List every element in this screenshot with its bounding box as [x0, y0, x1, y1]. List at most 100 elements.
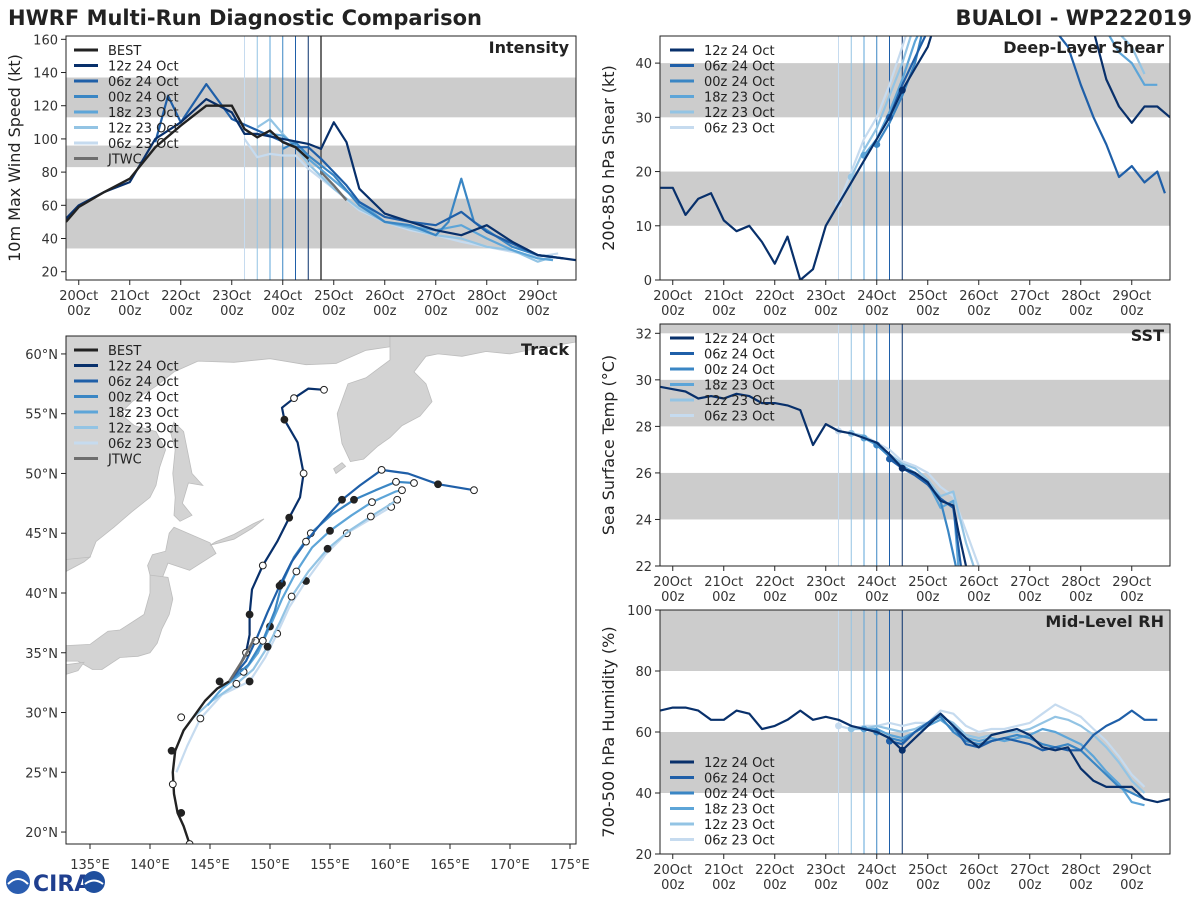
shear-xtick-label: 23Oct — [806, 289, 845, 304]
hokkaido-shape — [147, 526, 217, 580]
intensity-xtick-label: 00z — [118, 304, 142, 319]
sst-xtick-label: 25Oct — [908, 575, 947, 590]
rh-xtick-label: 00z — [661, 878, 685, 893]
track-xtick-label: 150°E — [250, 858, 290, 873]
intensity-ytick-label: 60 — [41, 199, 58, 214]
shear-xtick-label: 00z — [814, 304, 838, 319]
rh-xtick-label: 00z — [1018, 878, 1042, 893]
track-xtick-label: 160°E — [370, 858, 410, 873]
track-position-marker — [326, 526, 334, 535]
track-position-marker — [434, 480, 442, 489]
intensity-xtick-label: 00z — [220, 304, 244, 319]
kuril-islands-shape — [209, 518, 265, 546]
rh-legend-label: 12z 23 Oct — [704, 818, 775, 833]
intensity-plot-area — [66, 36, 576, 280]
intensity-legend-label: 12z 23 Oct — [108, 122, 179, 137]
intensity-xtick-label: 26Oct — [365, 289, 404, 304]
sst-xtick-label: 00z — [865, 590, 889, 605]
intensity-xtick-label: 27Oct — [416, 289, 455, 304]
track-position-marker — [366, 512, 375, 521]
track-xtick-label: 140°E — [130, 858, 170, 873]
sst-xtick-label: 00z — [814, 590, 838, 605]
track-best-marker — [177, 809, 186, 817]
track-series-line — [228, 468, 475, 683]
sst-xtick-label: 23Oct — [806, 575, 845, 590]
rh-plot-area — [660, 610, 1170, 854]
sst-ytick-label: 24 — [635, 513, 652, 528]
sst-series-line — [660, 385, 968, 566]
rh-xtick-label: 24Oct — [857, 863, 896, 878]
rh-legend-label: 12z 24 Oct — [704, 756, 775, 771]
rh-xtick-label: 23Oct — [806, 863, 845, 878]
track-xtick-label: 170°E — [490, 858, 530, 873]
track-position-marker — [377, 465, 386, 474]
track-xtick-label: 155°E — [310, 858, 350, 873]
sst-legend-label: 12z 23 Oct — [704, 394, 775, 409]
sst-xtick-label: 00z — [712, 590, 736, 605]
sst-axes-frame — [659, 323, 1171, 567]
sst-init-marker — [898, 464, 906, 472]
sst-xtick-label: 22Oct — [755, 575, 794, 590]
track-legend-label: 18z 23 Oct — [108, 406, 179, 421]
rh-init-marker — [835, 722, 842, 730]
shikoku-shape — [66, 661, 85, 675]
sst-xtick-label: 29Oct — [1112, 575, 1151, 590]
sst-panel-title: SST — [1131, 326, 1164, 345]
shear-xtick-label: 00z — [763, 304, 787, 319]
cira-logo-text: CIRA — [33, 872, 91, 897]
shear-series-line — [1058, 36, 1166, 194]
shear-xtick-label: 00z — [1018, 304, 1042, 319]
intensity-xtick-label: 28Oct — [467, 289, 506, 304]
shear-xtick-label: 00z — [967, 304, 991, 319]
sst-legend-label: 06z 23 Oct — [704, 410, 775, 425]
track-plot-area — [66, 336, 576, 844]
sst-xtick-label: 28Oct — [1061, 575, 1100, 590]
shear-series-line — [1108, 36, 1158, 86]
track-panel: 135°E 140°E 145°E 150°E 155°E 160°E 165°E 170°E… — [25, 335, 590, 873]
track-position-marker — [323, 544, 332, 553]
sst-xtick-label: 00z — [967, 590, 991, 605]
sst-xtick-label: 21Oct — [704, 575, 743, 590]
rh-panel: 2040608010020Oct00z21Oct00z22Oct00z23Oct… — [599, 604, 1171, 893]
shear-xtick-label: 00z — [1120, 304, 1144, 319]
rh-xtick-label: 29Oct — [1112, 863, 1151, 878]
track-position-marker — [338, 495, 346, 504]
track-end-marker — [410, 479, 418, 487]
sst-ylabel: Sea Surface Temp (°C) — [599, 355, 618, 535]
intensity-xtick-label: 00z — [424, 304, 448, 319]
intensity-axes-frame — [65, 35, 577, 281]
korea-coast-shape — [66, 556, 92, 572]
track-best-marker — [167, 746, 176, 755]
track-position-marker — [245, 610, 254, 619]
shear-xtick-label: 22Oct — [755, 289, 794, 304]
intensity-ylabel: 10m Max Wind Speed (kt) — [5, 54, 24, 262]
sst-ytick-label: 32 — [635, 327, 652, 342]
track-ytick-label: 60°N — [25, 348, 58, 363]
cira-globe-icon — [6, 870, 30, 894]
rh-ytick-label: 60 — [635, 726, 652, 741]
intensity-xtick-label: 25Oct — [314, 289, 353, 304]
sst-xtick-label: 24Oct — [857, 575, 896, 590]
intensity-legend-label: BEST — [108, 44, 141, 59]
shear-xtick-label: 24Oct — [857, 289, 896, 304]
intensity-xtick-label: 00z — [526, 304, 550, 319]
intensity-xtick-label: 29Oct — [518, 289, 557, 304]
rh-xtick-label: 00z — [712, 878, 736, 893]
rh-xtick-label: 00z — [814, 878, 838, 893]
shear-xtick-label: 25Oct — [908, 289, 947, 304]
track-xtick-label: 145°E — [190, 858, 230, 873]
track-position-marker — [299, 469, 308, 478]
intensity-xtick-label: 00z — [169, 304, 193, 319]
shear-axes-frame — [659, 35, 1171, 281]
sst-xtick-label: 20Oct — [653, 575, 692, 590]
track-panel-title: Track — [521, 340, 569, 359]
shear-ytick-label: 0 — [644, 274, 652, 289]
intensity-ytick-label: 80 — [41, 166, 58, 181]
sst-xtick-label: 00z — [1018, 590, 1042, 605]
track-legend-label: 06z 24 Oct — [108, 375, 179, 390]
sst-shade-band — [660, 379, 1170, 427]
track-ytick-label: 35°N — [25, 647, 58, 662]
rh-xtick-label: 00z — [916, 878, 940, 893]
intensity-xtick-label: 00z — [373, 304, 397, 319]
track-series-line — [228, 480, 415, 683]
